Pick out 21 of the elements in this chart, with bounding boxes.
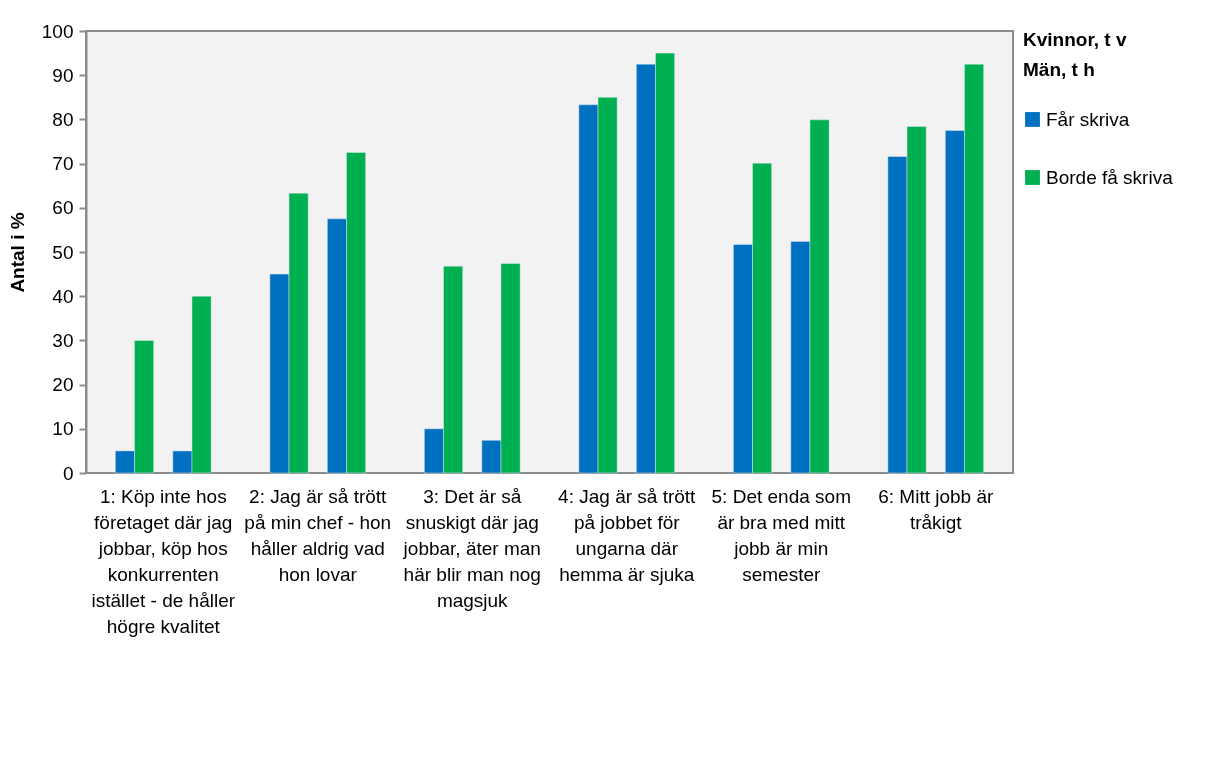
y-tick-label: 40 xyxy=(52,285,74,307)
x-tick-label: 6: Mitt jobb är tråkigt xyxy=(878,485,994,533)
y-tick-label: 30 xyxy=(52,329,74,351)
y-axis-title: Antal i % xyxy=(6,212,28,293)
legend-label: Får skriva xyxy=(1046,108,1130,130)
y-tick-label: 60 xyxy=(52,197,74,219)
x-tick-label: 4: Jag är så trött på jobbet för ungarna där hemma är sjuka xyxy=(558,485,697,585)
y-tick-label: 90 xyxy=(52,64,74,86)
y-tick-label: 70 xyxy=(52,153,74,175)
x-tick-label: 2: Jag är så trött på min chef - hon håller aldrig vad hon lovar xyxy=(244,485,392,585)
y-tick-label: 80 xyxy=(52,108,74,130)
y-tick-label: 50 xyxy=(52,241,74,263)
y-tick-label: 10 xyxy=(52,418,74,440)
x-tick-label: 1: Köp inte hos företaget där jag jobbar, köp hos konkurrenten istället - de håller högre kvalitet xyxy=(91,485,236,637)
y-tick-label: 100 xyxy=(41,20,74,42)
y-tick-label: 20 xyxy=(52,374,74,396)
y-tick-label: 0 xyxy=(62,462,74,484)
x-tick-label: 3: Det är så snuskigt där jag jobbar, äter man här blir man nog magsjuk xyxy=(402,485,541,611)
legend-label: Borde få skriva xyxy=(1046,166,1174,188)
x-tick-label: 5: Det enda som är bra med mitt jobb är min semester xyxy=(711,485,851,585)
legend-title: Kvinnor, t v Män, t h xyxy=(1023,29,1127,80)
